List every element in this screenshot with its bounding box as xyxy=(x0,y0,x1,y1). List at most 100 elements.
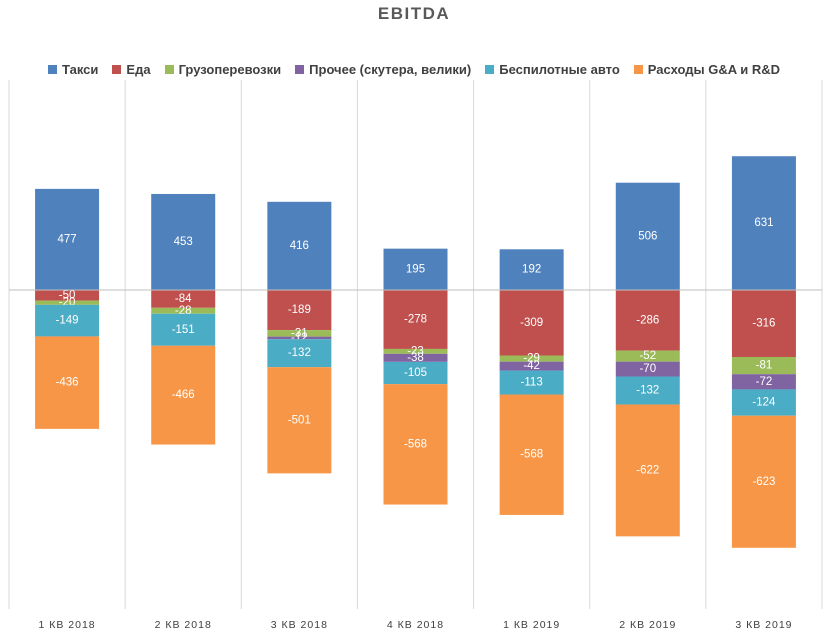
bar-segment xyxy=(615,376,680,405)
bar-segment xyxy=(499,249,564,290)
legend-item: Расходы G&A и R&D xyxy=(633,62,780,77)
bar-segment xyxy=(267,367,332,474)
data-label: 416 xyxy=(290,240,309,252)
data-label: -623 xyxy=(752,476,775,488)
data-label: -149 xyxy=(56,315,79,327)
bar-segment xyxy=(267,330,332,337)
data-label: -50 xyxy=(59,289,76,301)
bar-segment xyxy=(615,182,680,290)
category-label: 2 КВ 2019 xyxy=(619,619,676,631)
category-label: 2 КВ 2018 xyxy=(155,619,212,631)
data-label: -466 xyxy=(172,389,195,401)
legend-label: Грузоперевозки xyxy=(178,62,282,77)
data-label: -31 xyxy=(291,327,308,339)
bar-segment xyxy=(499,290,564,356)
data-label: -151 xyxy=(172,324,195,336)
legend-item: Беспилотные авто xyxy=(485,62,620,77)
bar-segment xyxy=(499,355,564,362)
bar-segment xyxy=(383,384,448,505)
legend-label: Беспилотные авто xyxy=(499,62,620,77)
data-label: -501 xyxy=(288,414,311,426)
category-label: 1 КВ 2019 xyxy=(503,619,560,631)
bar-segment xyxy=(731,156,796,290)
legend-swatch xyxy=(633,65,643,74)
bar-segment xyxy=(267,336,332,340)
data-label: -70 xyxy=(639,363,656,375)
bar-segment xyxy=(731,290,796,357)
legend-item: Грузоперевозки xyxy=(164,62,282,77)
data-label: -286 xyxy=(636,314,659,326)
bar-segment xyxy=(151,313,216,346)
bar-segment xyxy=(35,304,100,337)
bar-segment xyxy=(615,361,680,377)
bar-segment xyxy=(383,248,448,290)
data-label: -84 xyxy=(175,293,192,305)
bar-segment xyxy=(35,336,100,429)
legend-label: Прочее (скутера, велики) xyxy=(309,62,472,77)
legend-item: Прочее (скутера, велики) xyxy=(295,62,471,77)
chart-title: EBITDA xyxy=(377,4,451,23)
category-label: 4 КВ 2018 xyxy=(387,619,444,631)
legend-swatch xyxy=(48,65,57,74)
data-label: -568 xyxy=(404,438,427,450)
bar-segment xyxy=(615,404,680,537)
data-label: -72 xyxy=(756,376,773,388)
bar-segment xyxy=(615,350,680,362)
bar-segment xyxy=(383,353,448,362)
data-label: -278 xyxy=(404,313,427,325)
bar-segment xyxy=(383,290,448,349)
legend-label: Расходы G&A и R&D xyxy=(647,62,780,77)
data-label: -132 xyxy=(288,347,311,359)
bar-segment xyxy=(267,290,332,331)
data-label: -316 xyxy=(752,317,775,329)
bar-segment xyxy=(731,415,796,548)
data-label: -29 xyxy=(523,353,540,365)
legend-swatch xyxy=(485,65,495,74)
bar-segment xyxy=(151,307,216,314)
bar-segment xyxy=(35,188,100,290)
bar-segment xyxy=(267,339,332,368)
legend-swatch xyxy=(112,65,122,74)
bar-segment xyxy=(499,361,564,371)
category-label: 3 КВ 2018 xyxy=(271,619,328,631)
bar-segment xyxy=(267,201,332,290)
legend-item: Такси xyxy=(48,62,98,77)
bar-segment xyxy=(383,361,448,385)
bar-segment xyxy=(731,374,796,390)
data-label: -81 xyxy=(756,360,773,372)
data-label: 195 xyxy=(406,263,425,275)
bar-segment xyxy=(151,345,216,445)
bar-segment xyxy=(731,356,796,375)
data-label: -568 xyxy=(520,449,543,461)
data-label: -436 xyxy=(56,377,79,389)
legend-swatch xyxy=(295,65,305,74)
bar-segment xyxy=(35,290,100,301)
bar-segment xyxy=(499,370,564,395)
data-label: 192 xyxy=(522,264,541,276)
bar-segment xyxy=(35,300,100,305)
legend-label: Еда xyxy=(126,62,151,77)
legend: Такси Еда Грузоперевозки Прочее (скутера, в… xyxy=(0,62,828,77)
data-label: -132 xyxy=(636,384,659,396)
bar-segment xyxy=(383,348,448,354)
data-label: -38 xyxy=(407,352,424,364)
bar-segment xyxy=(151,290,216,308)
data-label: 506 xyxy=(638,230,657,242)
legend-swatch xyxy=(164,65,174,74)
legend-label: Такси xyxy=(62,62,99,77)
data-label: -113 xyxy=(521,377,543,389)
data-label: -622 xyxy=(636,464,659,476)
data-label: -105 xyxy=(404,367,427,379)
bar-segment xyxy=(615,290,680,351)
data-label: 631 xyxy=(754,217,773,229)
data-label: -124 xyxy=(752,397,776,409)
data-label: -52 xyxy=(639,350,656,362)
data-label: -309 xyxy=(520,317,543,329)
data-label: 477 xyxy=(57,233,76,245)
bar-segment xyxy=(151,193,216,290)
category-label: 3 КВ 2019 xyxy=(735,619,792,631)
bar-segment xyxy=(731,389,796,416)
data-label: -189 xyxy=(288,304,311,316)
data-label: 453 xyxy=(174,236,193,248)
